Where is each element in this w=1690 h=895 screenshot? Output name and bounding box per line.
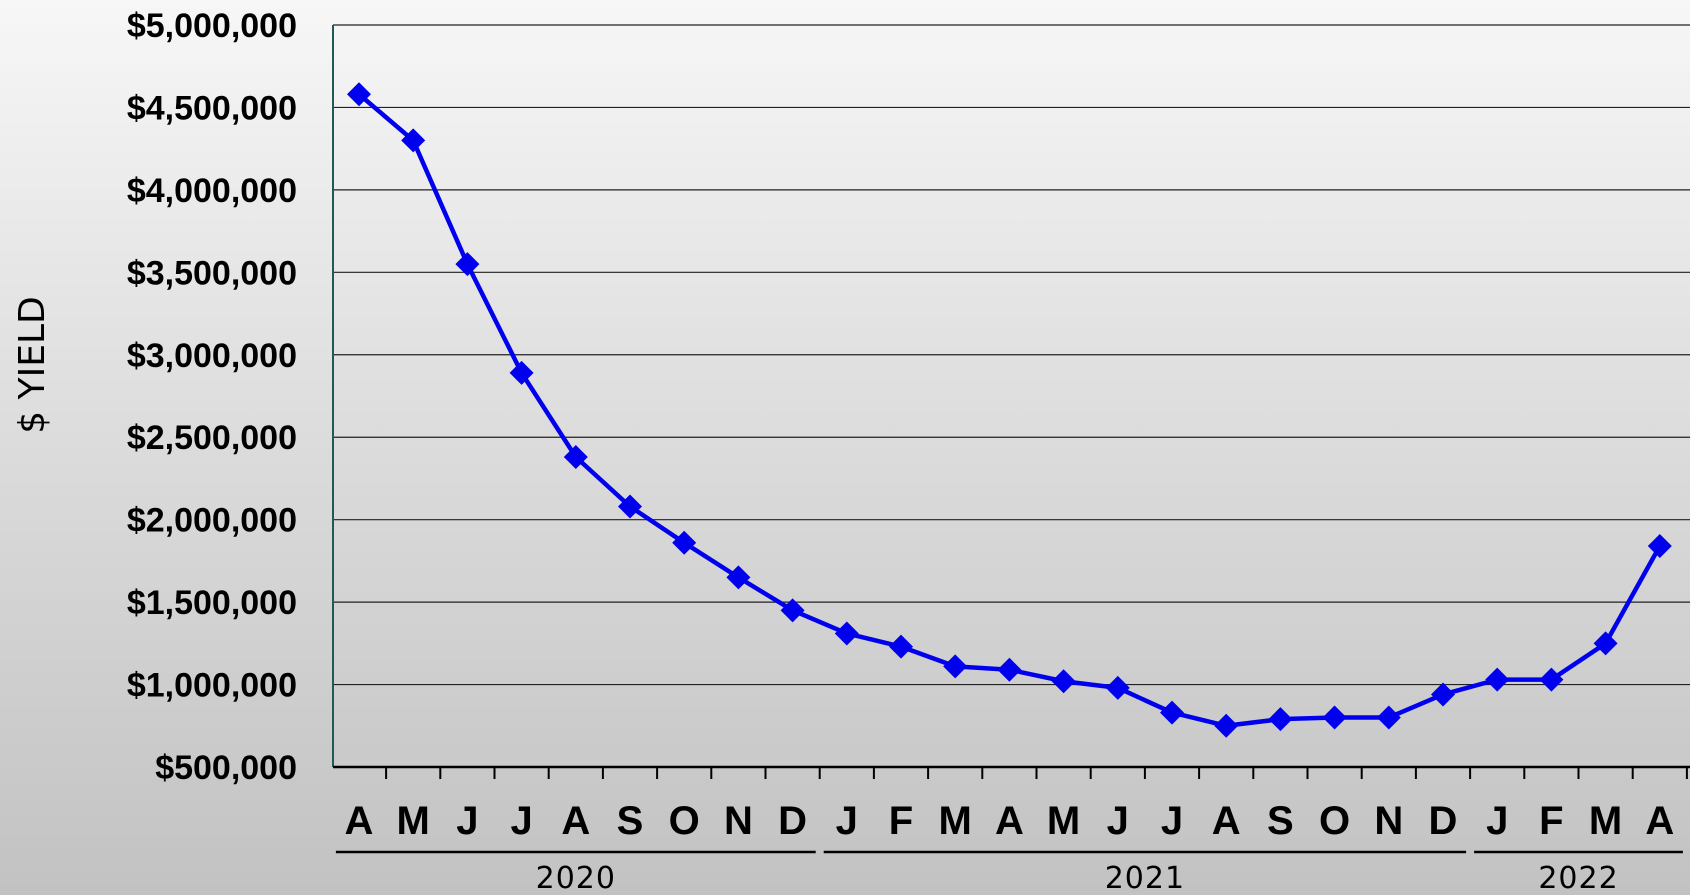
data-point xyxy=(1051,669,1076,694)
data-point xyxy=(672,530,697,555)
x-tick-label: F xyxy=(1539,799,1563,843)
x-tick-label: S xyxy=(1267,799,1294,843)
data-point xyxy=(1105,675,1130,700)
y-tick-label: $1,000,000 xyxy=(127,667,297,705)
x-tick-label: M xyxy=(1589,799,1622,843)
data-point xyxy=(997,657,1022,682)
x-tick-label: M xyxy=(1047,799,1080,843)
x-tick-label: J xyxy=(1486,799,1508,843)
series xyxy=(347,82,1672,738)
data-point xyxy=(401,128,426,153)
y-axis-label: $ YIELD xyxy=(12,296,53,433)
x-tick-label: A xyxy=(561,799,590,843)
axes xyxy=(332,25,1690,779)
data-point xyxy=(1214,713,1239,738)
y-tick-label: $2,500,000 xyxy=(127,419,297,457)
x-tick-label: A xyxy=(345,799,374,843)
year-label: 2020 xyxy=(536,861,616,895)
x-tick-label: M xyxy=(939,799,972,843)
series-line xyxy=(357,92,1662,729)
x-tick-label: J xyxy=(1161,799,1183,843)
y-tick-labels: $500,000 $1,000,000 $1,500,000 $2,000,000 $2… xyxy=(127,7,297,787)
data-point xyxy=(1593,631,1618,656)
y-tick-label: $1,500,000 xyxy=(127,584,297,622)
x-tick-label: O xyxy=(1319,799,1350,843)
x-tick-label: J xyxy=(510,799,532,843)
data-point xyxy=(563,445,588,470)
x-tick-label: A xyxy=(1212,799,1241,843)
year-label: 2022 xyxy=(1538,861,1618,895)
x-tick-label: J xyxy=(1107,799,1129,843)
year-labels: 2020 2021 2022 xyxy=(335,850,1683,895)
x-tick-label: M xyxy=(397,799,430,843)
data-point xyxy=(889,634,913,659)
x-tick-label: J xyxy=(456,799,478,843)
x-tick-label: D xyxy=(778,799,807,843)
x-tick-label: D xyxy=(1429,799,1458,843)
year-label: 2021 xyxy=(1105,861,1185,895)
data-point xyxy=(943,654,968,679)
data-point xyxy=(1322,705,1347,730)
data-point xyxy=(834,621,859,646)
data-point xyxy=(1268,707,1293,732)
x-tick-label: J xyxy=(836,799,858,843)
x-tick-label: O xyxy=(669,799,700,843)
x-tick-label: A xyxy=(995,799,1024,843)
data-point xyxy=(509,360,534,385)
data-point xyxy=(347,82,371,107)
data-point xyxy=(1376,705,1401,730)
data-point xyxy=(1431,682,1455,707)
x-tick-label: S xyxy=(617,799,644,843)
x-tick-label: F xyxy=(889,799,913,843)
y-tick-label: $2,000,000 xyxy=(127,502,297,540)
data-point xyxy=(726,565,751,590)
gridlines xyxy=(333,24,1690,686)
data-point xyxy=(1647,534,1672,559)
x-tick-label: N xyxy=(1374,799,1403,843)
data-point xyxy=(1160,700,1184,725)
y-tick-label: $500,000 xyxy=(155,749,297,787)
y-tick-label: $3,000,000 xyxy=(127,337,297,375)
data-point xyxy=(780,598,805,623)
data-point xyxy=(618,494,642,519)
y-tick-label: $3,500,000 xyxy=(127,254,297,292)
y-tick-label: $4,500,000 xyxy=(127,89,297,127)
y-tick-label: $4,000,000 xyxy=(127,172,297,210)
data-point xyxy=(455,252,480,277)
data-point xyxy=(1539,667,1564,692)
x-tick-label: N xyxy=(724,799,753,843)
y-tick-label: $5,000,000 xyxy=(127,7,297,45)
x-tick-label: A xyxy=(1645,799,1674,843)
data-point xyxy=(1485,667,1510,692)
